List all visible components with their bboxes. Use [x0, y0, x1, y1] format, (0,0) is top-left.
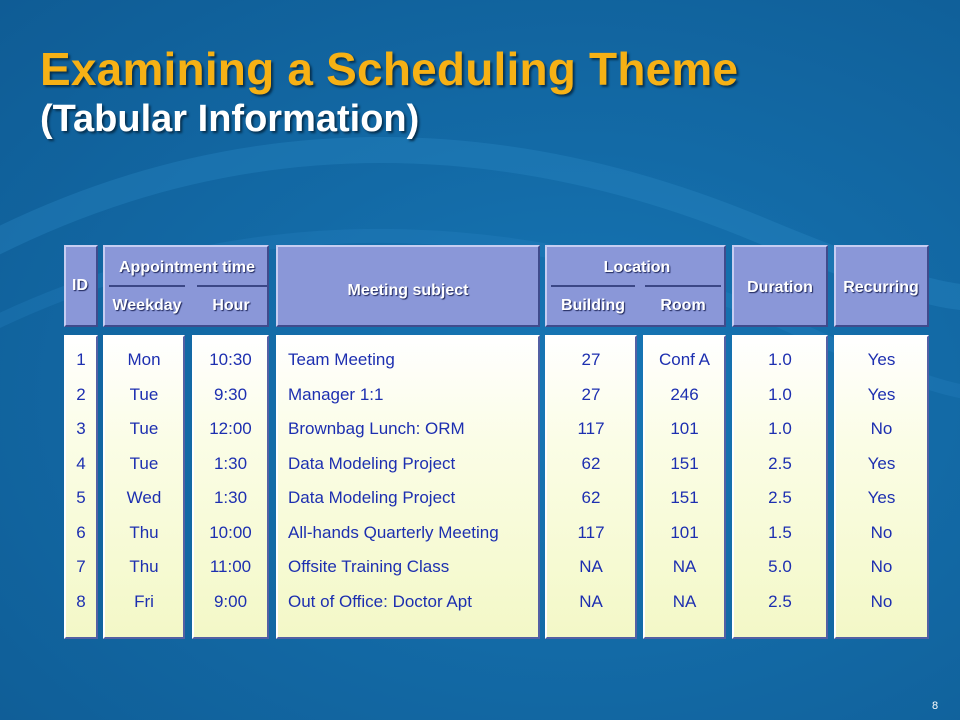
- cell-building: 117: [577, 522, 605, 542]
- cell-duration: 2.5: [768, 591, 792, 611]
- cell-room: NA: [672, 591, 697, 611]
- header-appointment-time: Appointment time Weekday Hour: [103, 245, 269, 327]
- header-room-label: Room: [660, 297, 706, 314]
- cell-subject: All-hands Quarterly Meeting: [288, 522, 499, 542]
- cell-building: 62: [581, 488, 601, 507]
- cell-hour: 10:30: [209, 350, 252, 369]
- slide-title-block: Examining a Scheduling Theme (Tabular In…: [40, 42, 920, 142]
- cell-building: 117: [577, 419, 605, 438]
- cell-room: NA: [672, 557, 697, 576]
- header-recurring-label: Recurring: [843, 279, 919, 296]
- cell-subject: Team Meeting: [288, 350, 395, 369]
- header-weekday-label: Weekday: [112, 297, 182, 314]
- column-id: 1 2 3 4 5 6 7 8: [64, 335, 98, 639]
- cell-duration: 2.5: [768, 453, 792, 473]
- cell-weekday: Wed: [126, 488, 162, 507]
- cell-hour: 1:30: [213, 453, 248, 473]
- cell-weekday: Tue: [129, 419, 159, 438]
- cell-weekday: Mon: [127, 350, 161, 369]
- cell-building: 62: [581, 453, 601, 473]
- header-duration-label: Duration: [747, 279, 813, 296]
- header-meeting-subject: Meeting subject: [276, 245, 540, 327]
- header-location: Location Building Room: [545, 245, 726, 327]
- cell-weekday: Thu: [129, 522, 159, 542]
- cell-id: 5: [76, 488, 86, 507]
- cell-hour: 11:00: [209, 557, 252, 576]
- column-hour: 10:30 9:30 12:00 1:30 1:30 10:00 11:00 9:00: [192, 335, 269, 639]
- column-meeting-subject: Team Meeting Manager 1:1 Brownbag Lunch: O…: [276, 335, 540, 639]
- cell-recurring: Yes: [867, 384, 896, 404]
- cell-recurring: No: [870, 557, 893, 576]
- page-number: 8: [931, 700, 939, 712]
- cell-id: 8: [76, 591, 86, 611]
- cell-recurring: No: [870, 419, 893, 438]
- cell-id: 3: [76, 419, 86, 438]
- cell-id: 7: [76, 557, 86, 576]
- cell-recurring: Yes: [867, 453, 896, 473]
- cell-weekday: Tue: [129, 384, 159, 404]
- cell-room: 151: [670, 453, 699, 473]
- cell-building: NA: [579, 557, 603, 576]
- cell-hour: 9:30: [213, 384, 248, 404]
- cell-id: 2: [76, 384, 86, 404]
- cell-duration: 1.5: [768, 522, 792, 542]
- cell-building: 27: [581, 350, 601, 369]
- cell-weekday: Tue: [129, 453, 159, 473]
- cell-building: 27: [581, 384, 601, 404]
- cell-recurring: No: [870, 591, 893, 611]
- cell-hour: 9:00: [213, 591, 248, 611]
- header-id: ID: [64, 245, 98, 327]
- cell-room: 101: [670, 522, 699, 542]
- cell-room: 246: [670, 384, 699, 404]
- cell-weekday: Fri: [134, 591, 154, 611]
- cell-hour: 12:00: [209, 419, 252, 438]
- header-duration: Duration: [732, 245, 828, 327]
- cell-duration: 5.0: [768, 557, 792, 576]
- cell-recurring: Yes: [867, 488, 896, 507]
- cell-subject: Data Modeling Project: [288, 488, 456, 507]
- cell-id: 4: [76, 453, 86, 473]
- cell-subject: Manager 1:1: [288, 384, 384, 404]
- cell-recurring: Yes: [867, 350, 896, 369]
- cell-id: 1: [76, 350, 86, 369]
- cell-weekday: Thu: [129, 557, 159, 576]
- cell-room: 101: [670, 419, 699, 438]
- column-duration: 1.0 1.0 1.0 2.5 2.5 1.5 5.0 2.5: [732, 335, 828, 639]
- column-room: Conf A 246 101 151 151 101 NA NA: [643, 335, 726, 639]
- cell-recurring: No: [870, 522, 893, 542]
- header-id-label: ID: [72, 277, 88, 294]
- cell-subject: Out of Office: Doctor Apt: [288, 591, 472, 611]
- cell-building: NA: [579, 591, 603, 611]
- header-recurring: Recurring: [834, 245, 929, 327]
- column-recurring: Yes Yes No Yes Yes No No No: [834, 335, 929, 639]
- cell-hour: 10:00: [209, 522, 252, 542]
- slide-subtitle: (Tabular Information): [40, 98, 420, 140]
- slide-title: Examining a Scheduling Theme: [40, 43, 739, 95]
- cell-hour: 1:30: [213, 488, 248, 507]
- cell-duration: 1.0: [768, 350, 792, 369]
- column-weekday: Mon Tue Tue Tue Wed Thu Thu Fri: [103, 335, 185, 639]
- header-building-label: Building: [561, 297, 625, 314]
- column-building: 27 27 117 62 62 117 NA NA: [545, 335, 637, 639]
- cell-id: 6: [76, 522, 86, 542]
- header-appointment-time-label: Appointment time: [119, 259, 255, 276]
- cell-duration: 1.0: [768, 384, 792, 404]
- cell-subject: Brownbag Lunch: ORM: [288, 419, 465, 438]
- cell-subject: Data Modeling Project: [288, 453, 456, 473]
- cell-room: 151: [670, 488, 699, 507]
- header-meeting-subject-label: Meeting subject: [347, 282, 469, 299]
- header-location-label: Location: [603, 259, 671, 276]
- cell-duration: 1.0: [768, 419, 792, 438]
- header-hour-label: Hour: [212, 297, 250, 314]
- cell-duration: 2.5: [768, 488, 792, 507]
- cell-subject: Offsite Training Class: [288, 557, 450, 576]
- cell-room: Conf A: [658, 350, 711, 369]
